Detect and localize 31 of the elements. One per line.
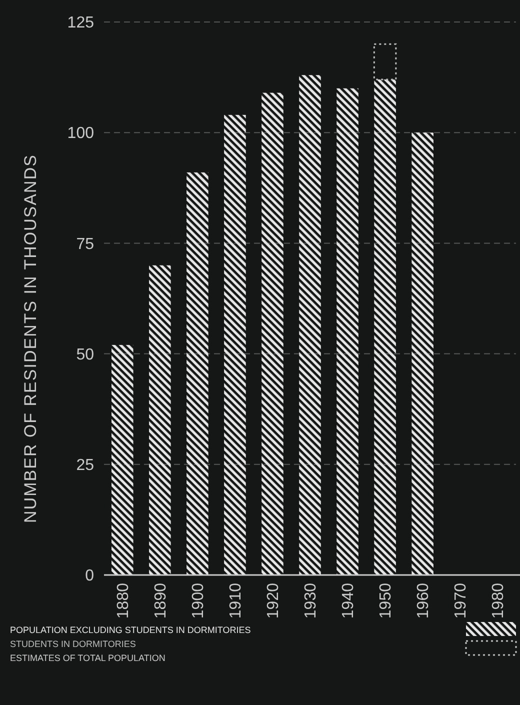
x-tick-label: 1900 [190,582,208,619]
bar [224,114,246,575]
x-tick-label: 1930 [302,582,320,619]
y-tick-label: 125 [67,14,94,32]
x-tick-label: 1880 [114,582,132,619]
bar [112,344,134,575]
bar [373,43,397,80]
text: STUDENTS IN DORMITORIES [10,639,136,650]
x-tick-label: 1950 [378,582,395,619]
x-tick-label: 1910 [228,582,245,619]
x-tick-label: 1970 [452,582,470,619]
text: POPULATION EXCLUDING STUDENTS IN DORMITORIES [10,625,251,636]
bar [412,132,434,575]
bar [186,172,208,575]
bar [149,265,171,575]
y-tick-label: 100 [67,125,94,142]
text: ESTIMATES OF TOTAL POPULATION [10,653,166,664]
bar [299,75,321,575]
x-tick-label: 1960 [415,582,432,619]
x-tick-label: 1980 [490,582,508,619]
x-tick-label: 1890 [152,582,170,619]
y-tick-label: 0 [85,568,94,585]
bar [374,80,396,575]
bar [336,88,358,575]
y-tick-label: 75 [76,236,94,253]
x-tick-label: 1920 [265,582,282,619]
bar [262,92,284,575]
y-tick-label: 50 [76,346,94,364]
x-tick-label: 1940 [340,582,358,619]
y-tick-label: 25 [76,457,94,474]
y-axis-title: NUMBER OF RESIDENTS IN THOUSANDS [21,154,40,523]
